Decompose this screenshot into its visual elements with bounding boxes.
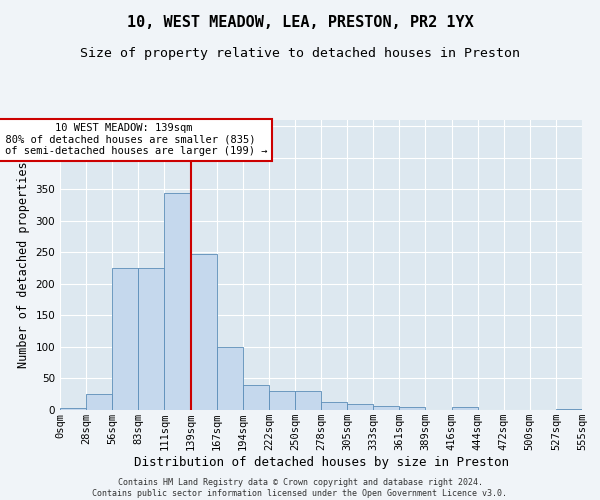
Bar — [556, 408, 582, 410]
Bar — [295, 391, 321, 410]
Bar — [321, 402, 347, 410]
Bar — [164, 192, 191, 410]
Bar — [400, 407, 425, 410]
Bar — [112, 268, 139, 410]
Y-axis label: Number of detached properties: Number of detached properties — [17, 162, 30, 368]
Text: 10 WEST MEADOW: 139sqm
← 80% of detached houses are smaller (835)
19% of semi-de: 10 WEST MEADOW: 139sqm ← 80% of detached… — [0, 123, 268, 156]
Bar — [217, 347, 243, 410]
Text: Contains HM Land Registry data © Crown copyright and database right 2024.
Contai: Contains HM Land Registry data © Crown c… — [92, 478, 508, 498]
Bar — [139, 268, 164, 410]
Bar — [243, 385, 269, 410]
Bar — [373, 406, 400, 410]
X-axis label: Distribution of detached houses by size in Preston: Distribution of detached houses by size … — [133, 456, 509, 469]
Bar — [86, 394, 112, 410]
Text: Size of property relative to detached houses in Preston: Size of property relative to detached ho… — [80, 48, 520, 60]
Bar — [269, 391, 295, 410]
Bar — [60, 408, 86, 410]
Bar — [347, 404, 373, 410]
Bar — [452, 407, 478, 410]
Bar — [191, 254, 217, 410]
Text: 10, WEST MEADOW, LEA, PRESTON, PR2 1YX: 10, WEST MEADOW, LEA, PRESTON, PR2 1YX — [127, 15, 473, 30]
